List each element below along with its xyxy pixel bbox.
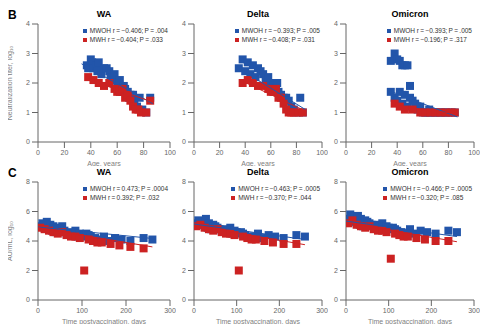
svg-text:100: 100 — [231, 307, 243, 314]
svg-text:60: 60 — [113, 149, 121, 156]
html-text:MWH r = 0.392; P = .032: MWH r = 0.392; P = .032 — [90, 194, 160, 201]
html-text:MWOH r = 0.473; P = .0004: MWOH r = 0.473; P = .0004 — [90, 185, 168, 192]
svg-text:200: 200 — [120, 307, 132, 314]
svg-text:300: 300 — [468, 307, 480, 314]
svg-text:0: 0 — [192, 307, 196, 314]
svg-text:0: 0 — [36, 149, 40, 156]
svg-text:0: 0 — [26, 138, 30, 145]
html-text:Delta: Delta — [247, 9, 269, 19]
svg-text:20: 20 — [61, 149, 69, 156]
svg-text:Age, years: Age, years — [87, 160, 121, 166]
svg-text:4: 4 — [26, 20, 30, 27]
svg-text:60: 60 — [419, 149, 427, 156]
svg-text:300: 300 — [316, 307, 328, 314]
svg-text:20: 20 — [368, 149, 376, 156]
svg-text:0: 0 — [334, 296, 338, 303]
svg-text:0: 0 — [344, 307, 348, 314]
html-text:MWOH r = −0.466; P = .0005: MWOH r = −0.466; P = .0005 — [390, 185, 472, 192]
svg-text:8: 8 — [334, 178, 338, 185]
svg-text:40: 40 — [87, 149, 95, 156]
svg-text:2: 2 — [182, 267, 186, 274]
svg-text:0: 0 — [192, 149, 196, 156]
svg-text:1: 1 — [26, 109, 30, 116]
svg-text:80: 80 — [293, 149, 301, 156]
svg-text:100: 100 — [468, 149, 480, 156]
svg-text:6: 6 — [334, 208, 338, 215]
html-text:MWOH r = −0.463; P = .0005: MWOH r = −0.463; P = .0005 — [238, 185, 320, 192]
svg-text:80: 80 — [445, 149, 453, 156]
html-text:MWH r = −0.196; P = .317: MWH r = −0.196; P = .317 — [393, 36, 467, 43]
svg-text:2: 2 — [334, 267, 338, 274]
svg-text:200: 200 — [273, 307, 285, 314]
svg-text:60: 60 — [267, 149, 275, 156]
html-text:Omicron: Omicron — [391, 9, 429, 19]
svg-text:0: 0 — [182, 138, 186, 145]
html-text:Delta: Delta — [247, 167, 269, 177]
svg-text:3: 3 — [182, 50, 186, 57]
svg-text:Neutralization titer, log₁₀: Neutralization titer, log₁₀ — [8, 46, 14, 121]
svg-text:2: 2 — [26, 79, 30, 86]
html-text:WA: WA — [96, 167, 112, 177]
html-text:C: C — [8, 166, 17, 180]
svg-text:0: 0 — [36, 307, 40, 314]
svg-text:4: 4 — [182, 237, 186, 244]
svg-text:1: 1 — [182, 109, 186, 116]
svg-text:3: 3 — [26, 50, 30, 57]
svg-text:4: 4 — [334, 20, 338, 27]
svg-text:100: 100 — [76, 307, 88, 314]
html-text:MWOH r = −0.393; P = .005: MWOH r = −0.393; P = .005 — [241, 27, 320, 34]
html-text:MWH r = −0.404; P = .033: MWH r = −0.404; P = .033 — [89, 36, 163, 43]
svg-text:Time postvaccination, days: Time postvaccination, days — [368, 318, 453, 324]
svg-text:200: 200 — [425, 307, 437, 314]
html-text:MWH r = −0.320; P = .085: MWH r = −0.320; P = .085 — [390, 194, 464, 201]
svg-text:AU/mL, log₁₀: AU/mL, log₁₀ — [8, 221, 14, 261]
svg-text:0: 0 — [344, 149, 348, 156]
svg-text:300: 300 — [164, 307, 176, 314]
html-text:Omicron: Omicron — [391, 167, 429, 177]
svg-text:1: 1 — [334, 109, 338, 116]
svg-text:Time postvaccination, days: Time postvaccination, days — [216, 318, 301, 324]
html-text:B: B — [8, 8, 17, 22]
html-text:MWH r = −0.370; P = .044: MWH r = −0.370; P = .044 — [238, 194, 312, 201]
svg-text:0: 0 — [182, 296, 186, 303]
svg-text:Time postvaccination, days: Time postvaccination, days — [62, 318, 147, 324]
svg-text:8: 8 — [26, 178, 30, 185]
svg-text:Age, years: Age, years — [241, 160, 275, 166]
svg-text:0: 0 — [26, 296, 30, 303]
svg-text:40: 40 — [393, 149, 401, 156]
html-text:MWH r = −0.408; P = .031: MWH r = −0.408; P = .031 — [241, 36, 315, 43]
svg-text:100: 100 — [164, 149, 176, 156]
svg-text:100: 100 — [383, 307, 395, 314]
svg-text:4: 4 — [26, 237, 30, 244]
html-text:MWOH r = −0.406; P = .004: MWOH r = −0.406; P = .004 — [89, 27, 168, 34]
svg-text:6: 6 — [182, 208, 186, 215]
svg-text:20: 20 — [216, 149, 224, 156]
svg-text:40: 40 — [241, 149, 249, 156]
svg-text:80: 80 — [140, 149, 148, 156]
svg-text:4: 4 — [182, 20, 186, 27]
svg-text:2: 2 — [26, 267, 30, 274]
html-text:MWOH r = −0.393; P = .005: MWOH r = −0.393; P = .005 — [393, 27, 472, 34]
svg-text:8: 8 — [182, 178, 186, 185]
svg-text:6: 6 — [26, 208, 30, 215]
svg-text:2: 2 — [334, 79, 338, 86]
svg-text:0: 0 — [334, 138, 338, 145]
svg-text:4: 4 — [334, 237, 338, 244]
svg-text:3: 3 — [334, 50, 338, 57]
svg-text:Age, years: Age, years — [393, 160, 427, 166]
svg-text:2: 2 — [182, 79, 186, 86]
html-text:WA: WA — [96, 9, 112, 19]
svg-text:100: 100 — [316, 149, 328, 156]
